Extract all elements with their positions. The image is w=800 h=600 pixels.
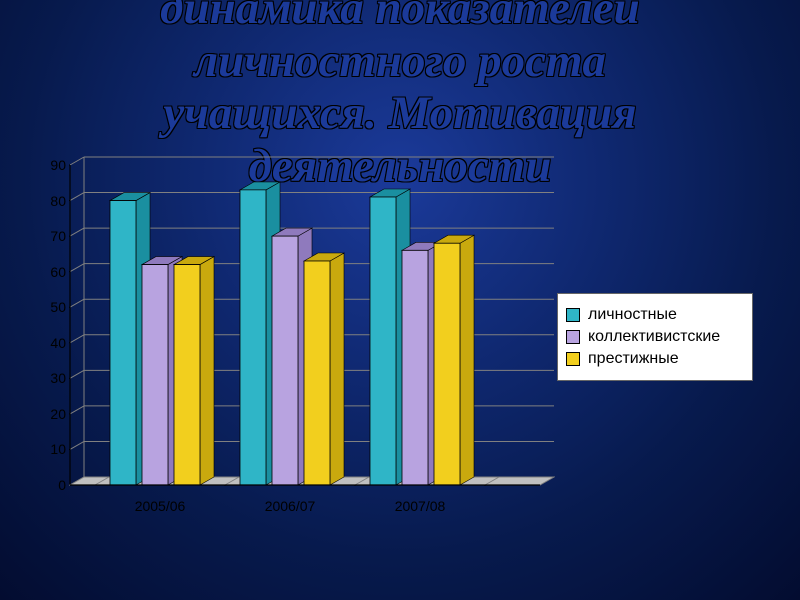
x-axis-labels: 2005/06 2006/07 2007/08 — [70, 498, 540, 522]
legend-swatch — [566, 330, 580, 344]
bar-chart-3d: 0102030405060708090 2005/062006/072007/0… — [70, 165, 540, 525]
y-tick-label: 70 — [40, 228, 66, 244]
chart-legend: личностные коллективистские престижные — [557, 293, 753, 381]
y-tick-label: 0 — [40, 477, 66, 493]
plot-area — [70, 165, 540, 485]
y-axis-labels: 0102030405060708090 — [40, 165, 66, 485]
legend-swatch — [566, 308, 580, 322]
y-tick-label: 50 — [40, 299, 66, 315]
y-tick-label: 30 — [40, 370, 66, 386]
legend-label: престижные — [588, 350, 679, 368]
x-tick-label: 2007/08 — [395, 498, 446, 514]
legend-swatch — [566, 352, 580, 366]
legend-item: коллективистские — [566, 328, 744, 346]
y-tick-label: 80 — [40, 193, 66, 209]
y-tick-label: 40 — [40, 335, 66, 351]
x-tick-label: 2005/06 — [135, 498, 186, 514]
legend-label: коллективистские — [588, 328, 720, 346]
x-tick-label: 2006/07 — [265, 498, 316, 514]
legend-item: личностные — [566, 306, 744, 324]
y-tick-label: 90 — [40, 157, 66, 173]
legend-item: престижные — [566, 350, 744, 368]
y-tick-label: 10 — [40, 441, 66, 457]
legend-label: личностные — [588, 306, 677, 324]
y-tick-label: 20 — [40, 406, 66, 422]
y-tick-label: 60 — [40, 264, 66, 280]
